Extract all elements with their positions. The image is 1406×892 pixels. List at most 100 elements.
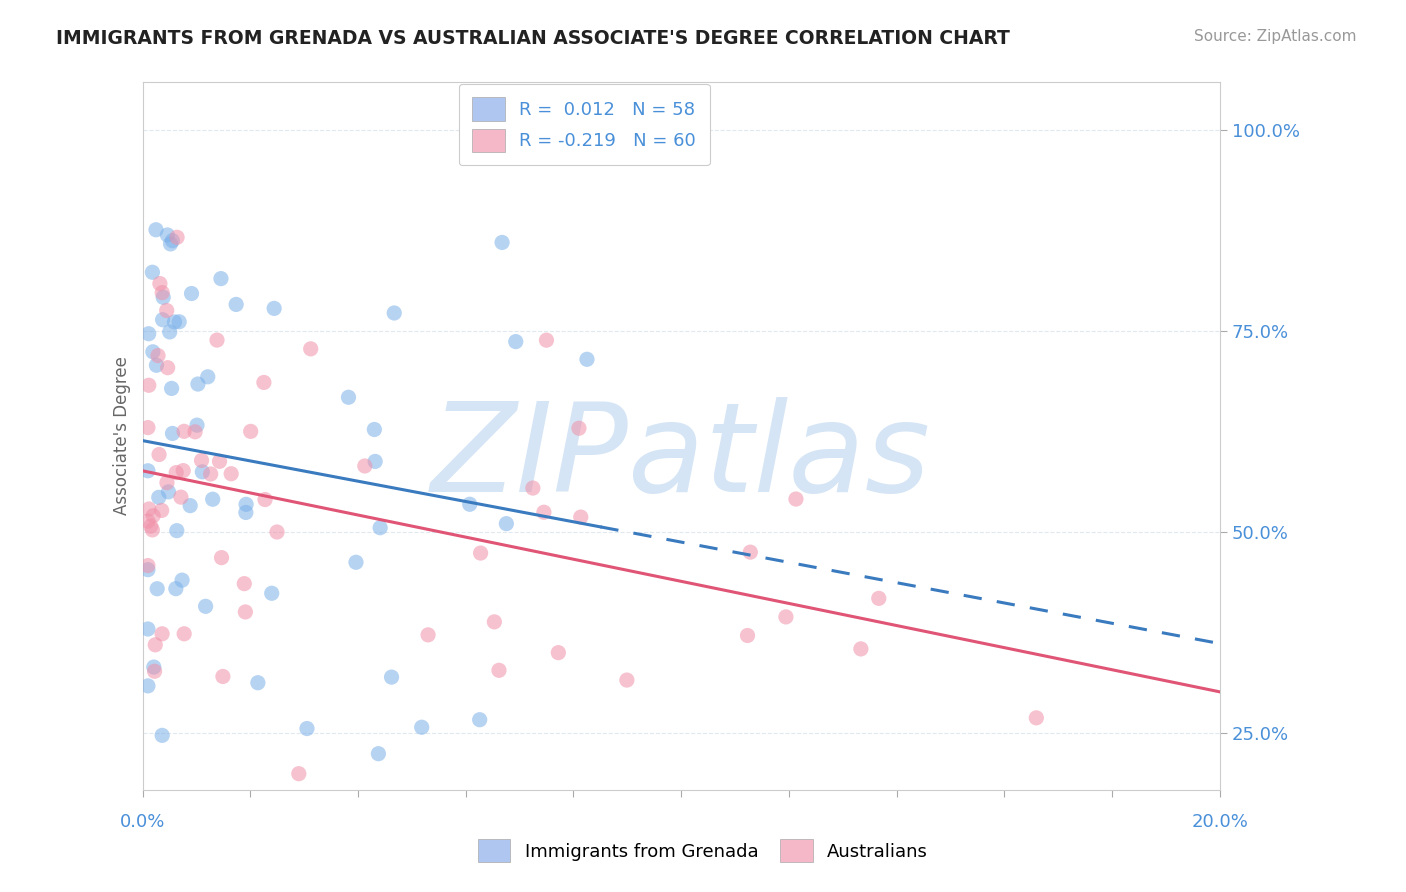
Point xyxy=(246,675,269,690)
Point xyxy=(170,490,193,504)
Point xyxy=(536,333,558,347)
Point xyxy=(568,421,591,435)
Point xyxy=(136,558,159,573)
Point xyxy=(367,747,389,761)
Point xyxy=(219,467,242,481)
Point xyxy=(165,582,187,596)
Point xyxy=(143,665,166,679)
Point xyxy=(484,615,506,629)
Point xyxy=(172,464,194,478)
Point xyxy=(156,303,179,318)
Point xyxy=(179,499,201,513)
Point xyxy=(239,425,262,439)
Point xyxy=(141,265,163,279)
Point xyxy=(162,234,184,248)
Point xyxy=(191,465,214,479)
Point xyxy=(136,563,159,577)
Point xyxy=(495,516,517,531)
Point xyxy=(145,223,167,237)
Point xyxy=(136,420,159,434)
Point xyxy=(149,277,172,291)
Point xyxy=(148,491,170,505)
Point xyxy=(225,297,247,311)
Point xyxy=(145,358,167,372)
Point xyxy=(197,369,219,384)
Point xyxy=(138,326,160,341)
Point xyxy=(522,481,544,495)
Point xyxy=(150,285,173,300)
Point xyxy=(505,334,527,349)
Point xyxy=(868,591,890,606)
Legend: Immigrants from Grenada, Australians: Immigrants from Grenada, Australians xyxy=(471,832,935,870)
Point xyxy=(194,599,217,614)
Point xyxy=(166,230,188,244)
Point xyxy=(211,550,233,565)
Point xyxy=(138,502,160,516)
Point xyxy=(488,663,510,677)
Point xyxy=(142,660,165,674)
Point xyxy=(299,342,322,356)
Point xyxy=(163,315,186,329)
Point xyxy=(288,766,311,780)
Point xyxy=(337,390,360,404)
Point xyxy=(152,290,174,304)
Point xyxy=(575,352,598,367)
Point xyxy=(368,521,391,535)
Point xyxy=(150,728,173,742)
Point xyxy=(139,519,162,533)
Text: IMMIGRANTS FROM GRENADA VS AUSTRALIAN ASSOCIATE'S DEGREE CORRELATION CHART: IMMIGRANTS FROM GRENADA VS AUSTRALIAN AS… xyxy=(56,29,1010,47)
Point xyxy=(159,325,181,339)
Point xyxy=(150,503,173,517)
Point xyxy=(136,464,159,478)
Point xyxy=(208,454,231,468)
Point xyxy=(157,484,180,499)
Point xyxy=(186,418,208,433)
Point xyxy=(775,610,797,624)
Point xyxy=(233,576,256,591)
Point xyxy=(150,627,173,641)
Point xyxy=(380,670,402,684)
Point xyxy=(1025,711,1047,725)
Point xyxy=(363,422,385,436)
Point xyxy=(146,349,169,363)
Point xyxy=(166,524,188,538)
Point xyxy=(184,425,207,439)
Point xyxy=(740,545,762,559)
Point xyxy=(260,586,283,600)
Point xyxy=(138,378,160,392)
Point xyxy=(142,344,165,359)
Point xyxy=(136,622,159,636)
Point xyxy=(235,506,257,520)
Point xyxy=(143,638,166,652)
Text: Source: ZipAtlas.com: Source: ZipAtlas.com xyxy=(1194,29,1357,44)
Point xyxy=(180,286,202,301)
Text: ZIPatlas: ZIPatlas xyxy=(432,397,931,517)
Point xyxy=(159,236,181,251)
Point xyxy=(458,497,481,511)
Point xyxy=(160,381,183,395)
Point xyxy=(212,669,235,683)
Point xyxy=(142,508,165,523)
Point xyxy=(190,453,212,467)
Point xyxy=(253,376,276,390)
Point xyxy=(167,315,190,329)
Point xyxy=(201,492,224,507)
Legend: R =  0.012   N = 58, R = -0.219   N = 60: R = 0.012 N = 58, R = -0.219 N = 60 xyxy=(458,84,710,165)
Point xyxy=(165,466,187,480)
Point xyxy=(235,605,257,619)
Point xyxy=(353,458,375,473)
Text: 0.0%: 0.0% xyxy=(120,814,166,831)
Point xyxy=(468,713,491,727)
Point xyxy=(849,641,872,656)
Point xyxy=(173,425,195,439)
Point xyxy=(141,523,163,537)
Point xyxy=(470,546,492,560)
Point xyxy=(266,524,288,539)
Point xyxy=(491,235,513,250)
Point xyxy=(416,628,439,642)
Point xyxy=(205,333,228,347)
Text: 20.0%: 20.0% xyxy=(1191,814,1249,831)
Point xyxy=(295,722,318,736)
Y-axis label: Associate's Degree: Associate's Degree xyxy=(114,357,131,516)
Point xyxy=(170,573,193,587)
